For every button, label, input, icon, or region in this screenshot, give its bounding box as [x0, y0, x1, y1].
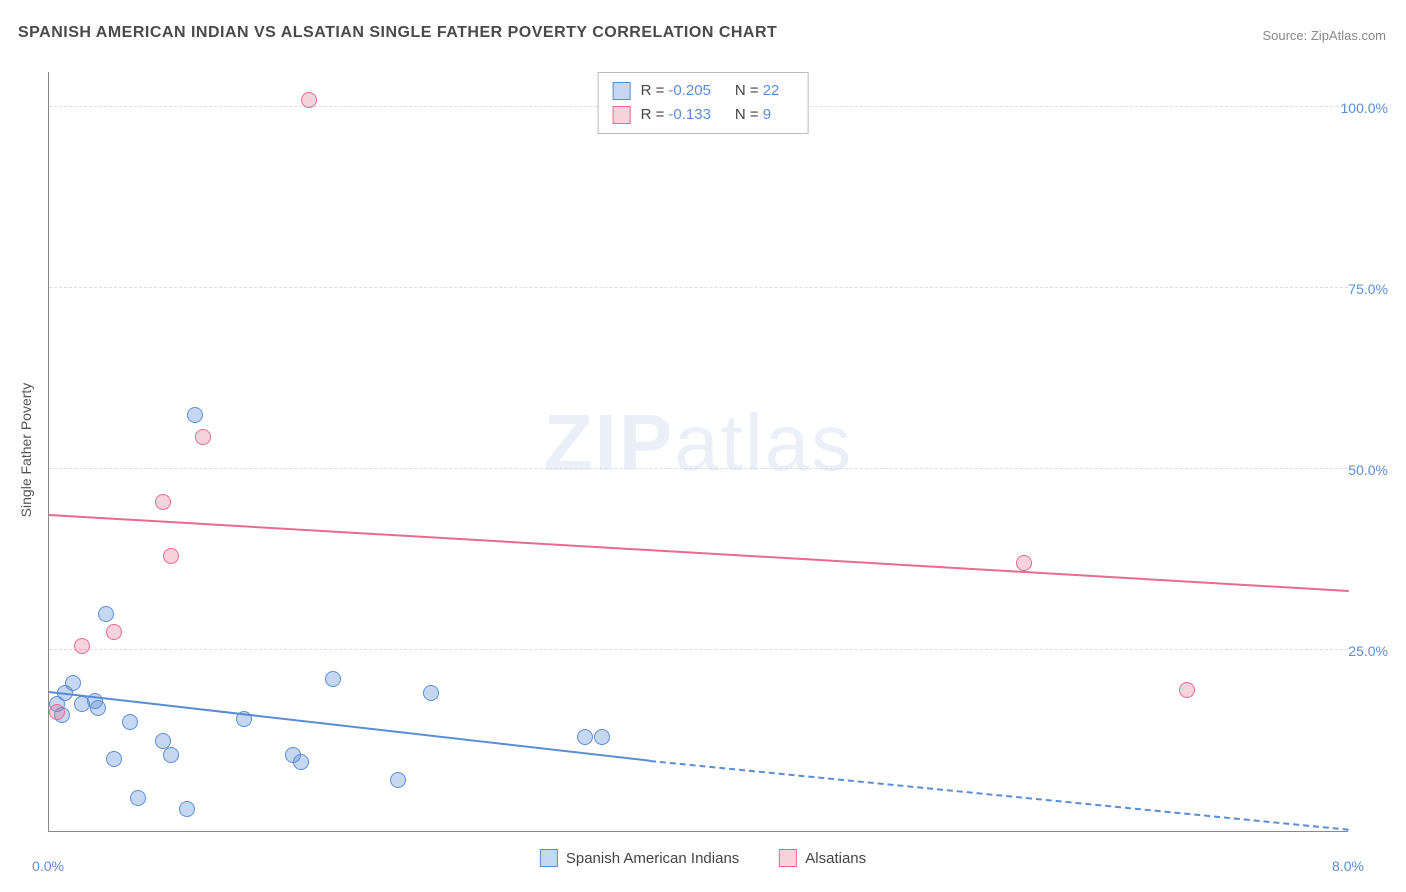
data-point: [74, 638, 90, 654]
gridline: [49, 649, 1348, 650]
trend-line-extrapolated: [650, 760, 1349, 831]
data-point: [130, 790, 146, 806]
data-point: [390, 772, 406, 788]
legend-r-value: -0.133: [668, 106, 711, 123]
data-point: [179, 801, 195, 817]
data-point: [106, 751, 122, 767]
legend-swatch: [540, 849, 558, 867]
legend-stat-row: R =-0.133 N =9: [613, 103, 794, 127]
legend-series: Spanish American Indians Alsatians: [540, 849, 866, 867]
legend-swatch: [779, 849, 797, 867]
data-point: [98, 606, 114, 622]
y-axis-label: Single Father Poverty: [18, 383, 34, 518]
legend-series-label: Alsatians: [805, 850, 866, 867]
data-point: [325, 671, 341, 687]
legend-series-item: Spanish American Indians: [540, 849, 739, 867]
legend-r-label: R =-0.133: [641, 103, 725, 127]
data-point: [195, 429, 211, 445]
legend-n-value: 9: [763, 106, 771, 123]
data-point: [423, 685, 439, 701]
legend-stat-row: R =-0.205 N =22: [613, 79, 794, 103]
gridline: [49, 468, 1348, 469]
legend-n-label: N =9: [735, 103, 785, 127]
data-point: [106, 624, 122, 640]
watermark-bold: ZIP: [544, 397, 674, 486]
y-tick-label: 75.0%: [1348, 281, 1388, 297]
trend-line: [49, 691, 650, 762]
legend-series-item: Alsatians: [779, 849, 866, 867]
gridline: [49, 287, 1348, 288]
y-tick-label: 100.0%: [1341, 100, 1388, 116]
data-point: [577, 729, 593, 745]
legend-stats: R =-0.205 N =22 R =-0.133 N =9: [598, 72, 809, 134]
data-point: [293, 754, 309, 770]
data-point: [163, 747, 179, 763]
data-point: [90, 700, 106, 716]
data-point: [301, 92, 317, 108]
y-tick-label: 50.0%: [1348, 462, 1388, 478]
legend-n-value: 22: [763, 82, 780, 99]
chart-container: SPANISH AMERICAN INDIAN VS ALSATIAN SING…: [0, 0, 1406, 892]
data-point: [49, 704, 65, 720]
data-point: [1179, 682, 1195, 698]
legend-series-label: Spanish American Indians: [566, 850, 739, 867]
data-point: [594, 729, 610, 745]
data-point: [187, 407, 203, 423]
data-point: [163, 548, 179, 564]
data-point: [155, 494, 171, 510]
data-point: [122, 714, 138, 730]
trend-line: [49, 514, 1349, 592]
watermark-rest: atlas: [674, 397, 853, 486]
x-tick-label: 8.0%: [1332, 858, 1364, 874]
legend-r-value: -0.205: [668, 82, 711, 99]
legend-n-label: N =22: [735, 79, 793, 103]
legend-swatch: [613, 106, 631, 124]
source-attribution: Source: ZipAtlas.com: [1262, 28, 1386, 43]
legend-swatch: [613, 82, 631, 100]
watermark: ZIPatlas: [544, 396, 853, 488]
chart-title: SPANISH AMERICAN INDIAN VS ALSATIAN SING…: [18, 24, 777, 42]
plot-area: ZIPatlas: [48, 72, 1348, 832]
y-tick-label: 25.0%: [1348, 643, 1388, 659]
x-tick-label: 0.0%: [32, 858, 64, 874]
data-point: [65, 675, 81, 691]
legend-r-label: R =-0.205: [641, 79, 725, 103]
data-point: [1016, 555, 1032, 571]
data-point: [155, 733, 171, 749]
